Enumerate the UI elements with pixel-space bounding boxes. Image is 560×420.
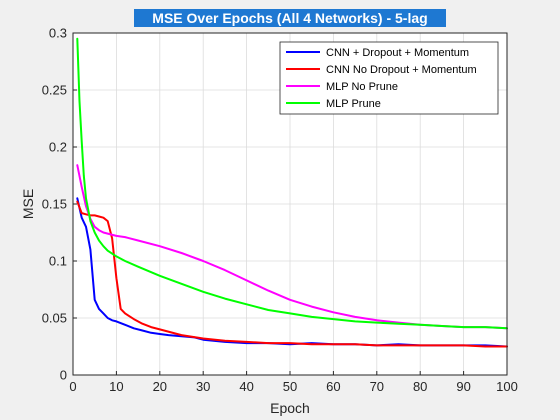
ticks: 0 10 20 30 40 50 60 70 80 90 100 0 0.05 0.1 0.15 0.2 0.2… — [42, 26, 518, 395]
x-tick-label: 40 — [239, 379, 253, 394]
x-tick-label: 60 — [326, 379, 340, 394]
x-tick-label: 0 — [69, 379, 76, 394]
chart-title: MSE Over Epochs (All 4 Networks) - 5-lag — [152, 10, 427, 26]
series-line-cnn-no-dropout-momentum — [76, 200, 508, 348]
legend-label-mlp-prune: MLP Prune — [326, 98, 381, 110]
series-group — [76, 37, 508, 348]
legend-label-cnn-dropout-momentum: CNN + Dropout + Momentum — [326, 47, 469, 59]
y-tick-label: 0.1 — [49, 254, 67, 269]
x-tick-label: 20 — [153, 379, 167, 394]
y-tick-label: 0.25 — [42, 83, 67, 98]
x-tick-label: 10 — [109, 379, 123, 394]
legend: CNN + Dropout + Momentum CNN No Dropout +… — [279, 41, 499, 115]
y-tick-label: 0.2 — [49, 140, 67, 155]
x-tick-label: 50 — [283, 379, 297, 394]
y-tick-label: 0.3 — [49, 26, 67, 41]
x-tick-label: 90 — [456, 379, 470, 394]
x-tick-label: 30 — [196, 379, 210, 394]
y-axis-label: MSE — [20, 189, 36, 219]
series-line-mlp-prune — [76, 37, 508, 330]
legend-label-mlp-no-prune: MLP No Prune — [326, 81, 398, 93]
title-highlight — [134, 9, 446, 27]
x-axis-label: Epoch — [270, 400, 310, 416]
legend-label-cnn-no-dropout-momentum: CNN No Dropout + Momentum — [326, 64, 477, 76]
x-tick-label: 80 — [413, 379, 427, 394]
y-tick-label: 0.15 — [42, 197, 67, 212]
y-tick-label: 0.05 — [42, 311, 67, 326]
x-tick-label: 100 — [496, 379, 518, 394]
y-tick-label: 0 — [60, 368, 67, 383]
x-tick-label: 70 — [370, 379, 384, 394]
